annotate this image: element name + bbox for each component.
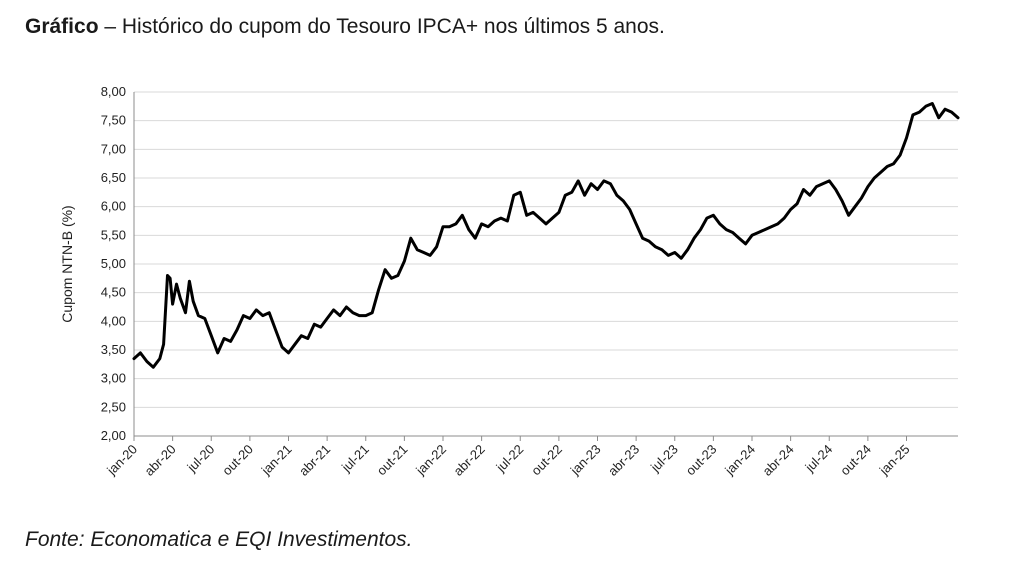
source-note: Fonte: Economatica e EQI Investimentos. (25, 528, 413, 551)
axes (133, 92, 958, 441)
chart-caption: Gráfico – Histórico do cupom do Tesouro … (25, 13, 665, 41)
y-axis-title: Cupom NTN-B (%) (59, 205, 75, 322)
y-tick-label: 2,00 (101, 428, 126, 443)
x-tick-label: abr-24 (760, 442, 797, 479)
x-tick-label: jan-22 (412, 442, 449, 479)
x-tick-label: jan-25 (876, 442, 913, 479)
y-tick-labels: 2,00 2,50 3,00 3,50 4,00 4,50 5,00 5,50 6,00 6,50… (101, 84, 126, 443)
x-tick-label: out-20 (219, 442, 256, 479)
grid-lines (134, 91, 958, 408)
y-tick-label: 7,00 (101, 141, 126, 156)
caption-prefix: Gráfico (25, 15, 99, 38)
y-tick-label: 7,50 (101, 113, 126, 128)
y-tick-label: 4,00 (101, 313, 126, 328)
x-tick-label: jul-23 (647, 442, 681, 476)
x-tick-label: jan-24 (721, 442, 758, 479)
x-tick-label: out-23 (683, 442, 720, 479)
x-tick-label: jan-23 (567, 442, 604, 479)
x-tick-label: abr-22 (451, 442, 488, 479)
series-layer (132, 102, 960, 369)
caption-text: – Histórico do cupom do Tesouro IPCA+ no… (98, 15, 665, 38)
y-tick-label: 5,50 (101, 227, 126, 242)
x-tick-label: jan-20 (103, 442, 140, 479)
x-tick-label: jul-20 (184, 442, 218, 476)
x-tick-label: jul-21 (338, 442, 372, 476)
y-tick-label: 3,50 (101, 342, 126, 357)
y-tick-label: 4,50 (101, 285, 126, 300)
x-tick-label: abr-21 (296, 442, 333, 479)
x-tick-label: jul-22 (493, 442, 527, 476)
y-tick-label: 8,00 (101, 84, 126, 99)
y-tick-label: 6,00 (101, 199, 126, 214)
x-tick-label: jul-24 (802, 442, 836, 476)
y-tick-label: 3,00 (101, 371, 126, 386)
x-tick-label: abr-20 (142, 442, 179, 479)
x-tick-label: out-22 (528, 442, 565, 479)
y-tick-label: 6,50 (101, 170, 126, 185)
y-tick-label: 5,00 (101, 256, 126, 271)
x-tick-label: out-21 (374, 442, 411, 479)
x-tick-label: abr-23 (605, 442, 642, 479)
x-tick-label: jan-21 (258, 442, 295, 479)
y-tick-label: 2,50 (101, 399, 126, 414)
series-line (132, 102, 960, 369)
x-tick-labels: jan-20 abr-20 jul-20 out-20 jan-21 abr-21 jul-… (103, 442, 912, 479)
x-tick-label: out-24 (837, 442, 874, 479)
